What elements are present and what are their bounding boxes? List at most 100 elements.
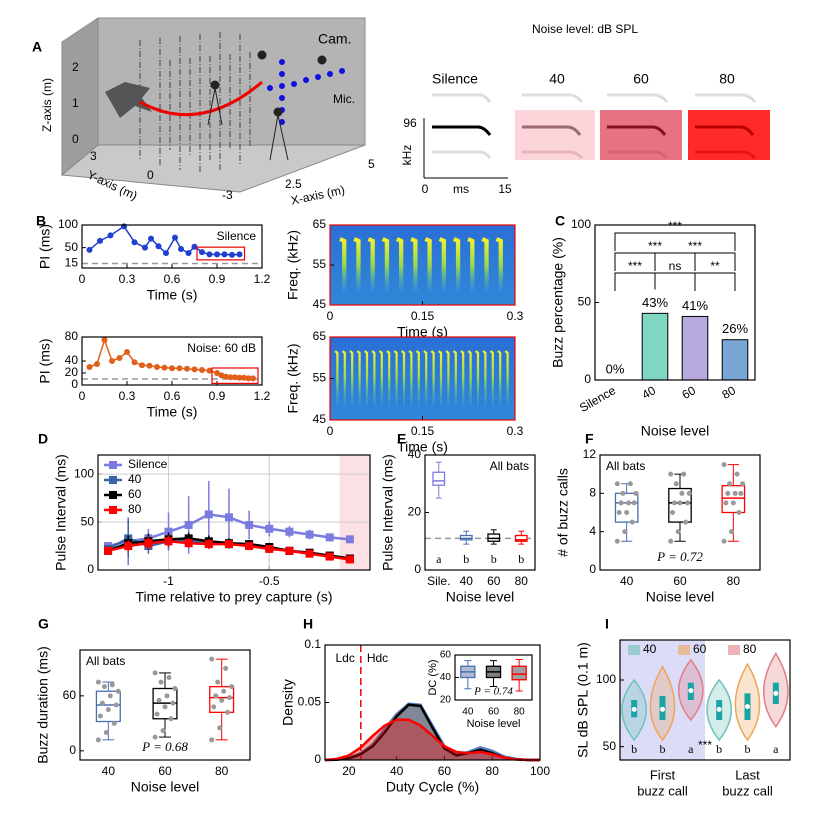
group-label: First <box>650 767 676 782</box>
icon-x-start: 0 <box>422 182 429 196</box>
marker <box>139 362 145 369</box>
data-point <box>675 529 681 535</box>
marker <box>199 249 205 256</box>
marker <box>305 530 314 539</box>
marker <box>184 539 193 548</box>
data-point <box>627 481 633 487</box>
legend-swatch <box>628 645 640 655</box>
marker <box>178 245 184 252</box>
plot-frame <box>324 644 541 761</box>
violin-median <box>660 706 665 712</box>
plot-frame <box>81 336 263 386</box>
group-letter: a <box>773 742 779 756</box>
x-axis-label: Noise level <box>646 589 714 605</box>
y-tick-label: 100 <box>596 672 616 686</box>
group-label: buzz call <box>637 783 688 798</box>
x-axis-label: Noise level <box>467 718 521 730</box>
panel-letter: A <box>32 39 42 55</box>
marker <box>265 524 274 533</box>
x-tick-label: 60 <box>158 764 172 778</box>
marker <box>154 364 160 370</box>
marker <box>227 374 234 381</box>
group-letter: b <box>491 552 497 566</box>
data-point <box>684 500 690 506</box>
z-tick: 1 <box>72 96 79 110</box>
marker <box>223 373 229 380</box>
box <box>95 690 121 723</box>
x-tick-label: 60 <box>488 707 500 718</box>
call-streak <box>495 237 503 291</box>
density-fill <box>325 703 540 760</box>
data-point <box>109 682 115 688</box>
data-point <box>618 500 624 506</box>
significance-label: ns <box>669 259 682 273</box>
call-streak <box>386 350 391 406</box>
box <box>614 492 639 523</box>
marker <box>101 337 108 343</box>
data-point <box>152 734 158 740</box>
density-fill <box>325 704 540 760</box>
call-streak <box>452 237 461 291</box>
data-point <box>740 481 746 487</box>
data-point <box>721 462 727 468</box>
call-streak <box>452 350 457 406</box>
panel-letter: H <box>303 616 313 632</box>
call-streak <box>481 237 489 291</box>
shaded-region <box>339 455 370 570</box>
y-tick-label: 0 <box>584 372 591 386</box>
data-point <box>154 711 160 717</box>
marker <box>104 546 113 555</box>
x-tick-label: 80 <box>515 574 529 588</box>
data-point <box>614 481 620 487</box>
y-tick-label: 20 <box>65 365 79 379</box>
marker <box>204 540 213 549</box>
marker <box>148 235 154 242</box>
annotation: All bats <box>606 459 645 473</box>
violin-median <box>745 704 750 710</box>
highlight-box <box>196 246 246 261</box>
call-streak <box>364 350 369 406</box>
marker <box>345 555 354 564</box>
value-label: 0% <box>606 361 625 376</box>
call-streak <box>341 350 346 406</box>
significance-bracket <box>654 252 736 271</box>
data-point <box>728 529 734 535</box>
marker <box>206 251 213 258</box>
column-head: 60 <box>633 71 649 87</box>
marker <box>236 374 243 381</box>
violin-median <box>631 706 637 712</box>
y-tick-label: 12 <box>583 447 597 461</box>
call-streak <box>482 350 487 406</box>
data-point <box>97 713 103 719</box>
x-tick-label: 0.15 <box>411 424 435 438</box>
y-tick-label: 100 <box>571 217 591 231</box>
group-label: Last <box>735 767 760 782</box>
noise-panel: Noise level: dB SPL Silence 40 60 80 96 … <box>400 22 770 196</box>
legend-label: 40 <box>128 472 142 486</box>
marker <box>164 527 173 536</box>
data-point <box>225 709 231 715</box>
significance-label: *** <box>688 239 702 253</box>
legend-label: Silence <box>128 457 168 471</box>
significance-bracket <box>614 272 656 291</box>
marker <box>325 552 334 561</box>
marker <box>218 372 225 379</box>
y-tick: 3 <box>90 149 97 163</box>
data-point <box>111 720 117 726</box>
marker <box>232 374 238 381</box>
marker <box>229 251 235 258</box>
data-point <box>622 529 628 535</box>
data-point <box>227 695 233 701</box>
x-tick: 5 <box>368 157 375 171</box>
y-tick-label: 20 <box>440 695 452 706</box>
y-axis-label: Buzz duration (ms) <box>35 646 51 763</box>
violin-median <box>716 706 722 712</box>
marker <box>285 546 294 555</box>
group-letter: b <box>518 552 524 566</box>
y-axis-label: Freq. (kHz) <box>285 344 301 414</box>
threshold-label: Ldc <box>335 651 354 665</box>
y-axis-label: PI (ms) <box>37 338 53 383</box>
x-tick-label: 40 <box>620 574 634 588</box>
scene-3d: A 2 1 0 Z-axis (m) 3 0 -3 Y-axis (m) 2.5… <box>32 17 375 208</box>
y-tick-label: 60 <box>63 688 77 702</box>
